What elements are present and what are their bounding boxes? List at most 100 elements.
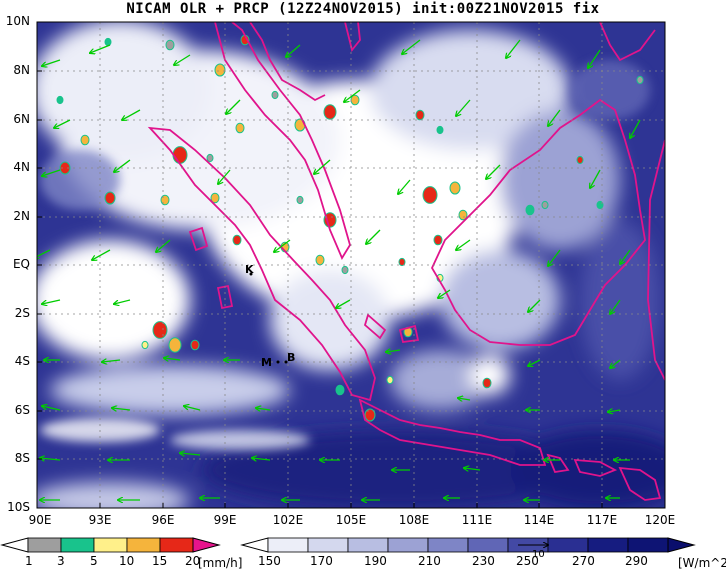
- wind-vector: [42, 299, 61, 304]
- wind-vector: [37, 249, 51, 258]
- precip-cell: [104, 191, 116, 205]
- wind-vector: [590, 169, 601, 188]
- coast-sumatra: [147, 126, 376, 402]
- coast-nias: [188, 226, 209, 252]
- wind-vector: [620, 249, 631, 264]
- precip-colorbar-upper-arrow: [192, 537, 221, 553]
- lon-label-111e: 111E: [461, 513, 493, 527]
- precip-bin-2: [60, 537, 95, 553]
- olr-tick-190: 190: [364, 554, 387, 568]
- olr-colorbar-lower-arrow: [240, 537, 269, 553]
- wind-vector: [528, 359, 541, 366]
- station-k-dot: [249, 272, 253, 276]
- coast-small-northeast: [344, 22, 361, 52]
- olr-colorbar-upper-arrow: [667, 537, 696, 553]
- wind-vector: [386, 350, 401, 352]
- wind-vector: [256, 408, 271, 410]
- wind-vector: [506, 39, 521, 58]
- wind-vector: [610, 359, 621, 368]
- coast-lombok: [573, 458, 618, 477]
- station-label-k: K: [245, 263, 254, 276]
- olr-tick-210: 210: [418, 554, 441, 568]
- wind-vector: [548, 249, 561, 266]
- wind-vector: [174, 54, 191, 65]
- olr-bin-10: [627, 537, 669, 553]
- precip-unit: [mm/h]: [198, 556, 243, 570]
- precip-cell: [141, 340, 149, 350]
- lat-label-4s: 4S: [14, 354, 30, 368]
- map-title: NICAM OLR + PRCP (12Z24NOV2015) init:00Z…: [126, 1, 600, 17]
- precip-cell: [160, 194, 170, 206]
- lon-label-114e: 114E: [523, 513, 555, 527]
- lon-label-117e: 117E: [586, 513, 618, 527]
- lat-label-10s: 10S: [7, 500, 30, 514]
- coast-bali: [546, 453, 570, 473]
- precip-cell: [576, 155, 584, 165]
- wind-vectors: [37, 39, 641, 500]
- coast-belitung: [398, 324, 420, 343]
- wind-vector: [184, 406, 201, 411]
- lon-label-96e: 96E: [151, 513, 175, 527]
- precip-tick-15: 15: [152, 554, 168, 568]
- olr-tick-150: 150: [258, 554, 281, 568]
- precip-cell: [235, 122, 245, 134]
- station-label-m: M: [261, 356, 272, 369]
- coastlines: [147, 22, 665, 501]
- wind-vector: [528, 299, 541, 312]
- lon-label-99e: 99E: [213, 513, 237, 527]
- precip-cell: [436, 125, 444, 135]
- precip-cell: [541, 200, 549, 210]
- lat-label-6s: 6S: [14, 403, 30, 417]
- olr-tick-270: 270: [572, 554, 595, 568]
- precip-cell: [596, 200, 604, 210]
- lon-label-120e: 120E: [644, 513, 676, 527]
- axis-ticks: [37, 70, 603, 508]
- station-b-dot: [284, 360, 288, 364]
- coast-north-borneo-tip: [599, 22, 656, 62]
- wind-vector: [402, 39, 421, 54]
- wind-vector: [286, 44, 301, 57]
- precip-cell: [232, 234, 242, 246]
- lon-label-102e: 102E: [272, 513, 304, 527]
- wind-vector: [122, 109, 141, 120]
- precip-colorbar-lower-arrow: [0, 537, 29, 553]
- station-label-b: B: [287, 351, 296, 364]
- precip-cell: [152, 321, 168, 339]
- lon-label-90e: 90E: [28, 513, 52, 527]
- wind-vector: [438, 289, 451, 298]
- olr-colorbar: [240, 537, 696, 553]
- lat-label-6n: 6N: [13, 112, 30, 126]
- vector-reference-label: 10: [532, 549, 545, 560]
- lat-label-10n: 10N: [5, 14, 30, 28]
- coast-borneo: [430, 98, 646, 346]
- precip-cell: [433, 234, 443, 246]
- olr-tick-170: 170: [310, 554, 333, 568]
- precip-cell: [341, 265, 349, 275]
- wind-vector: [252, 458, 271, 460]
- olr-bin-5: [427, 537, 469, 553]
- wind-vector: [42, 59, 61, 66]
- wind-vector: [588, 49, 601, 68]
- wind-vector: [218, 169, 231, 184]
- precip-bin-4: [126, 537, 161, 553]
- lat-label-8s: 8S: [14, 451, 30, 465]
- precip-cell: [104, 37, 112, 47]
- coast-indochina: [249, 22, 326, 102]
- precip-colorbar: [0, 537, 221, 553]
- lon-label-105e: 105E: [335, 513, 367, 527]
- precip-cell: [364, 408, 376, 422]
- precipitation-cells: [56, 34, 644, 422]
- olr-bin-9: [587, 537, 629, 553]
- precip-cell: [168, 337, 182, 353]
- wind-vector: [164, 358, 181, 360]
- wind-vector: [458, 398, 471, 400]
- precip-bin-3: [93, 537, 128, 553]
- coast-malay-peninsula: [214, 22, 351, 260]
- precip-cell: [398, 257, 406, 267]
- lat-label-2n: 2N: [13, 209, 30, 223]
- olr-bin-1: [267, 537, 309, 553]
- precip-cell: [335, 384, 345, 396]
- wind-vector: [102, 360, 121, 362]
- graticule: [37, 22, 665, 508]
